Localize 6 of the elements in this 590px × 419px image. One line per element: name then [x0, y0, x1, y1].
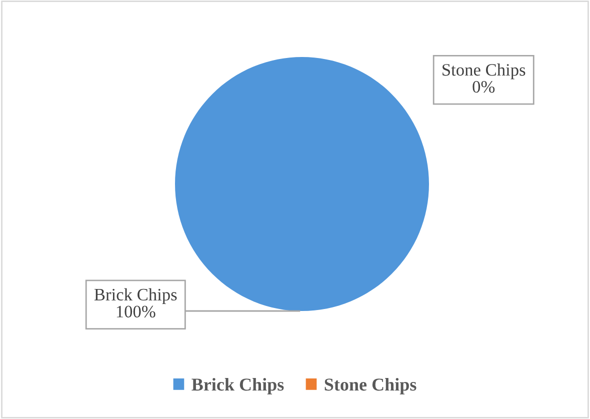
- category-label: Stone Chips: [442, 64, 526, 80]
- data-label: 100%: [116, 306, 156, 318]
- legend-label: Stone Chips: [324, 378, 416, 394]
- legend-label: Brick Chips: [192, 378, 284, 394]
- text: 0%: [472, 80, 495, 93]
- slice-label: Brick Chips: [94, 288, 177, 304]
